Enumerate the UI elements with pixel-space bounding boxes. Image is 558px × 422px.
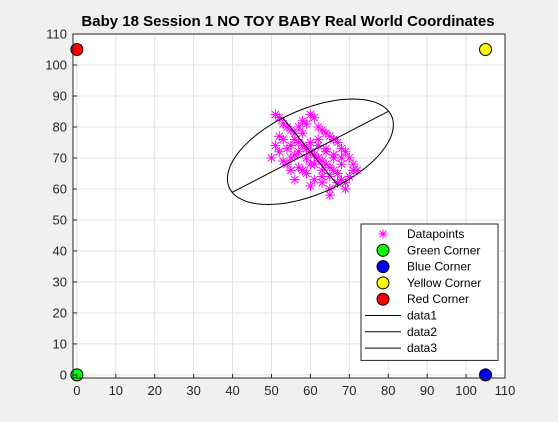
legend: Datapoints Green Corner Blue Corner Yellow … <box>361 224 498 360</box>
y-tick-label: 40 <box>53 243 67 258</box>
datapoint <box>309 113 319 123</box>
legend-label: Red Corner <box>407 292 469 306</box>
datapoint <box>340 184 350 194</box>
y-tick-label: 0 <box>60 367 67 382</box>
datapoint <box>266 153 276 163</box>
x-tick-label: 10 <box>109 383 123 398</box>
legend-label: Yellow Corner <box>407 276 481 290</box>
y-tick-label: 70 <box>53 150 67 165</box>
legend-corner-marker <box>377 293 389 305</box>
legend-label: Green Corner <box>407 243 480 257</box>
y-tick-label: 20 <box>53 305 67 320</box>
datapoint <box>317 172 327 182</box>
x-tick-label: 20 <box>147 383 161 398</box>
legend-corner-marker <box>377 244 389 256</box>
x-tick-label: 60 <box>303 383 317 398</box>
legend-label: data1 <box>407 309 437 323</box>
chart-title: Baby 18 Session 1 NO TOY BABY Real World… <box>81 13 494 30</box>
datapoint <box>337 153 347 163</box>
x-tick-label: 90 <box>420 383 434 398</box>
legend-label: Blue Corner <box>407 260 471 274</box>
y-tick-label: 80 <box>53 119 67 134</box>
datapoint <box>298 128 308 138</box>
y-tick-label: 50 <box>53 212 67 227</box>
datapoint <box>325 190 335 200</box>
corner-marker-blue-corner <box>480 369 492 381</box>
legend-label: data3 <box>407 341 437 355</box>
datapoint <box>305 159 315 169</box>
legend-label: Datapoints <box>407 227 464 241</box>
y-tick-label: 110 <box>46 27 67 42</box>
datapoint <box>305 181 315 191</box>
datapoint <box>302 168 312 178</box>
datapoint <box>290 175 300 185</box>
datapoint <box>302 119 312 129</box>
y-tick-label: 30 <box>53 274 67 289</box>
y-tick-label: 60 <box>53 181 67 196</box>
legend-corner-marker <box>377 277 389 289</box>
datapoint <box>278 134 288 144</box>
y-tick-label: 10 <box>53 336 67 351</box>
y-tick-label: 90 <box>53 88 67 103</box>
datapoint <box>270 141 280 151</box>
x-tick-label: 110 <box>495 383 516 398</box>
legend-label: data2 <box>407 325 437 339</box>
x-tick-label: 100 <box>455 383 477 398</box>
y-tick-label: 100 <box>45 57 67 72</box>
corner-marker-yellow-corner <box>480 43 492 55</box>
datapoint <box>282 144 292 154</box>
x-tick-label: 0 <box>73 383 80 398</box>
legend-datapoints-marker <box>379 230 388 239</box>
x-tick-label: 30 <box>186 383 200 398</box>
x-tick-label: 80 <box>381 383 395 398</box>
legend-corner-marker <box>377 261 389 273</box>
x-tick-label: 70 <box>342 383 356 398</box>
x-tick-label: 50 <box>264 383 278 398</box>
datapoint <box>313 134 323 144</box>
datapoint <box>286 165 296 175</box>
x-tick-label: 40 <box>225 383 239 398</box>
